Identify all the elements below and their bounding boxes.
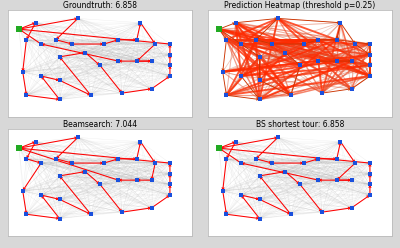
Title: Prediction Heatmap (threshold p=0.25): Prediction Heatmap (threshold p=0.25) [224, 1, 376, 10]
Title: Beamsearch: 7.044: Beamsearch: 7.044 [63, 120, 137, 129]
Title: BS shortest tour: 6.858: BS shortest tour: 6.858 [256, 120, 344, 129]
Title: Groundtruth: 6.858: Groundtruth: 6.858 [63, 1, 137, 10]
